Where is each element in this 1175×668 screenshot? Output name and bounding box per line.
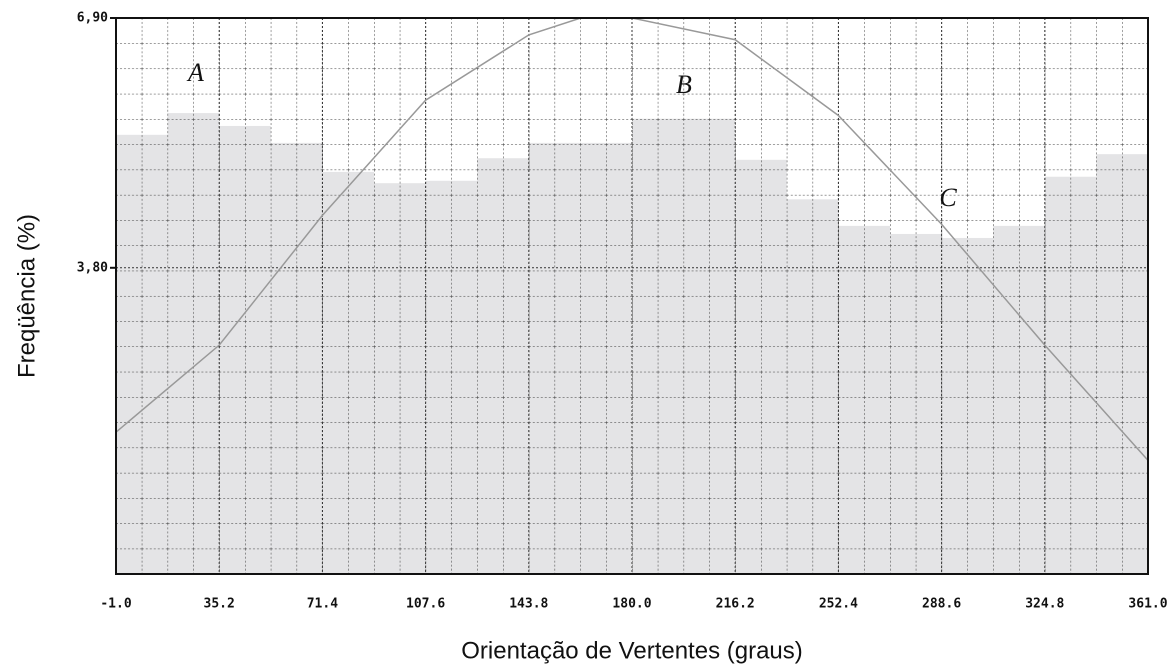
annotation: C	[939, 183, 957, 212]
x-tick-label: 180.0	[612, 597, 651, 612]
y-tick-label: 3,80	[77, 260, 108, 275]
x-tick-label: 71.4	[307, 597, 338, 612]
x-tick-label: 324.8	[1025, 597, 1064, 612]
x-axis-title: Orientação de Vertentes (graus)	[461, 637, 803, 664]
annotation: B	[676, 70, 692, 99]
x-tick-label: 143.8	[509, 597, 548, 612]
y-tick-label: 6,90	[77, 11, 108, 26]
annotation: A	[186, 58, 204, 87]
y-axis-title: Freqüência (%)	[13, 214, 40, 378]
x-tick-label: 35.2	[204, 597, 235, 612]
x-tick-label: 107.6	[406, 597, 445, 612]
x-tick-label: 361.0	[1128, 597, 1167, 612]
x-tick-label: 288.6	[922, 597, 961, 612]
plot-frame	[115, 17, 1149, 575]
x-tick-label: 252.4	[819, 597, 858, 612]
x-tick-label: -1.0	[100, 597, 131, 612]
x-tick-label: 216.2	[716, 597, 755, 612]
